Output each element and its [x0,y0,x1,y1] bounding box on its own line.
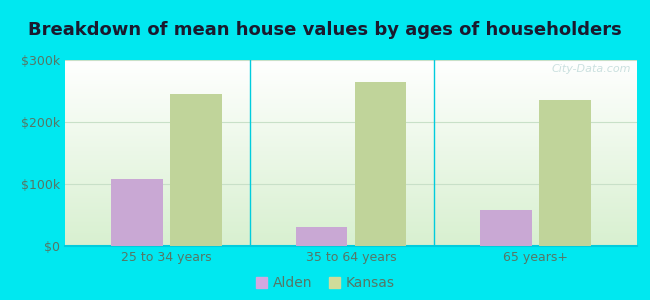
Bar [111,179,162,246]
Legend: Alden, Kansas: Alden, Kansas [255,276,395,290]
Bar [355,82,406,246]
Bar [170,94,222,246]
Bar [480,210,532,246]
Bar [540,100,591,246]
Bar [296,227,347,246]
Text: City-Data.com: City-Data.com [552,64,631,74]
Text: Breakdown of mean house values by ages of householders: Breakdown of mean house values by ages o… [28,21,622,39]
